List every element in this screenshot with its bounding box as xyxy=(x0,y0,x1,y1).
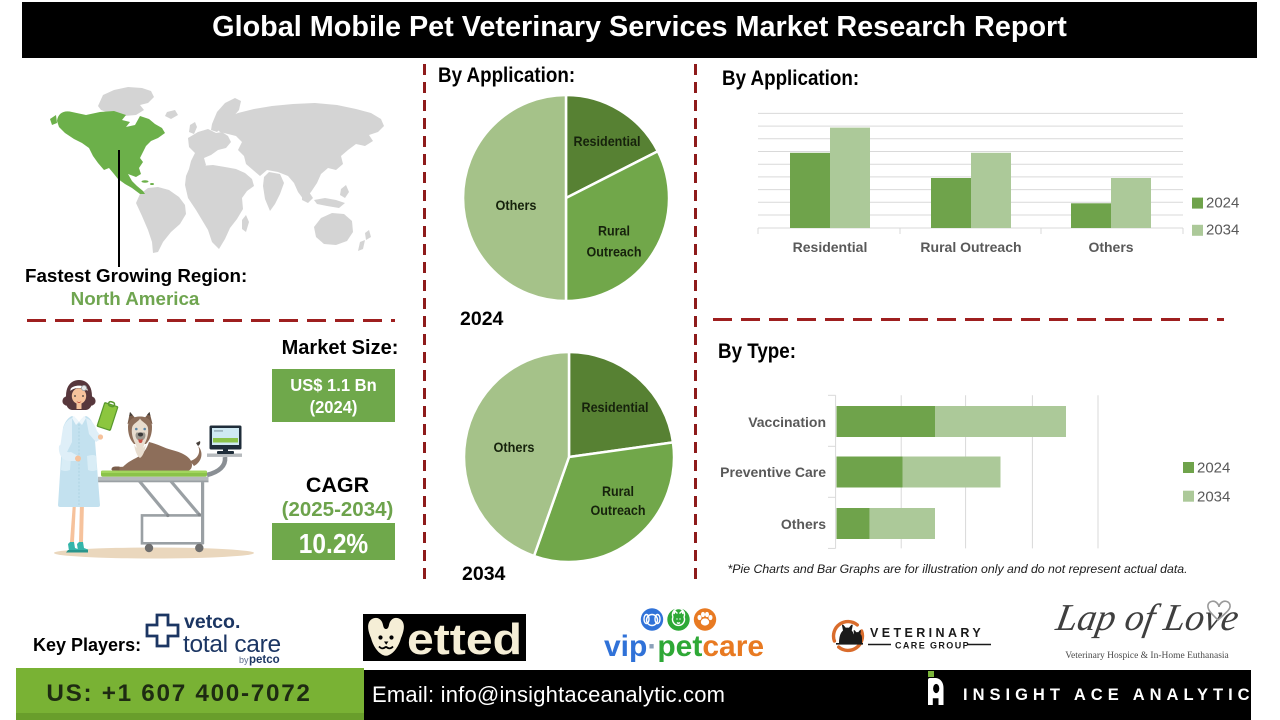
svg-text:Preventive Care: Preventive Care xyxy=(720,464,826,480)
svg-text:Others: Others xyxy=(781,516,826,532)
svg-text:Outreach: Outreach xyxy=(587,244,642,260)
svg-text:2024: 2024 xyxy=(1197,460,1230,477)
svg-text:Residential: Residential xyxy=(793,239,868,255)
svg-text:total care: total care xyxy=(183,631,281,658)
svg-text:Vaccination: Vaccination xyxy=(748,414,826,430)
svg-text:Residential: Residential xyxy=(582,399,649,415)
svg-text:vetco.: vetco. xyxy=(184,611,240,633)
svg-text:etted: etted xyxy=(407,615,522,661)
svg-text:Others: Others xyxy=(494,439,535,455)
svg-text:vip·petcare: vip·petcare xyxy=(604,630,763,663)
svg-text:Rural Outreach: Rural Outreach xyxy=(920,239,1021,255)
svg-text:Others: Others xyxy=(1088,239,1133,255)
svg-text:VETERINARY: VETERINARY xyxy=(870,626,984,640)
svg-text:2034: 2034 xyxy=(1206,222,1239,239)
svg-text:Rural: Rural xyxy=(602,483,634,499)
svg-text:Residential: Residential xyxy=(574,133,641,149)
svg-text:2024: 2024 xyxy=(1206,195,1239,212)
svg-text:petco: petco xyxy=(249,654,280,666)
svg-text:Outreach: Outreach xyxy=(591,502,646,518)
svg-text:CARE GROUP: CARE GROUP xyxy=(895,641,970,651)
svg-text:by: by xyxy=(239,655,249,665)
svg-text:Rural: Rural xyxy=(598,223,630,239)
svg-text:2034: 2034 xyxy=(1197,489,1230,506)
svg-text:Others: Others xyxy=(496,197,537,213)
